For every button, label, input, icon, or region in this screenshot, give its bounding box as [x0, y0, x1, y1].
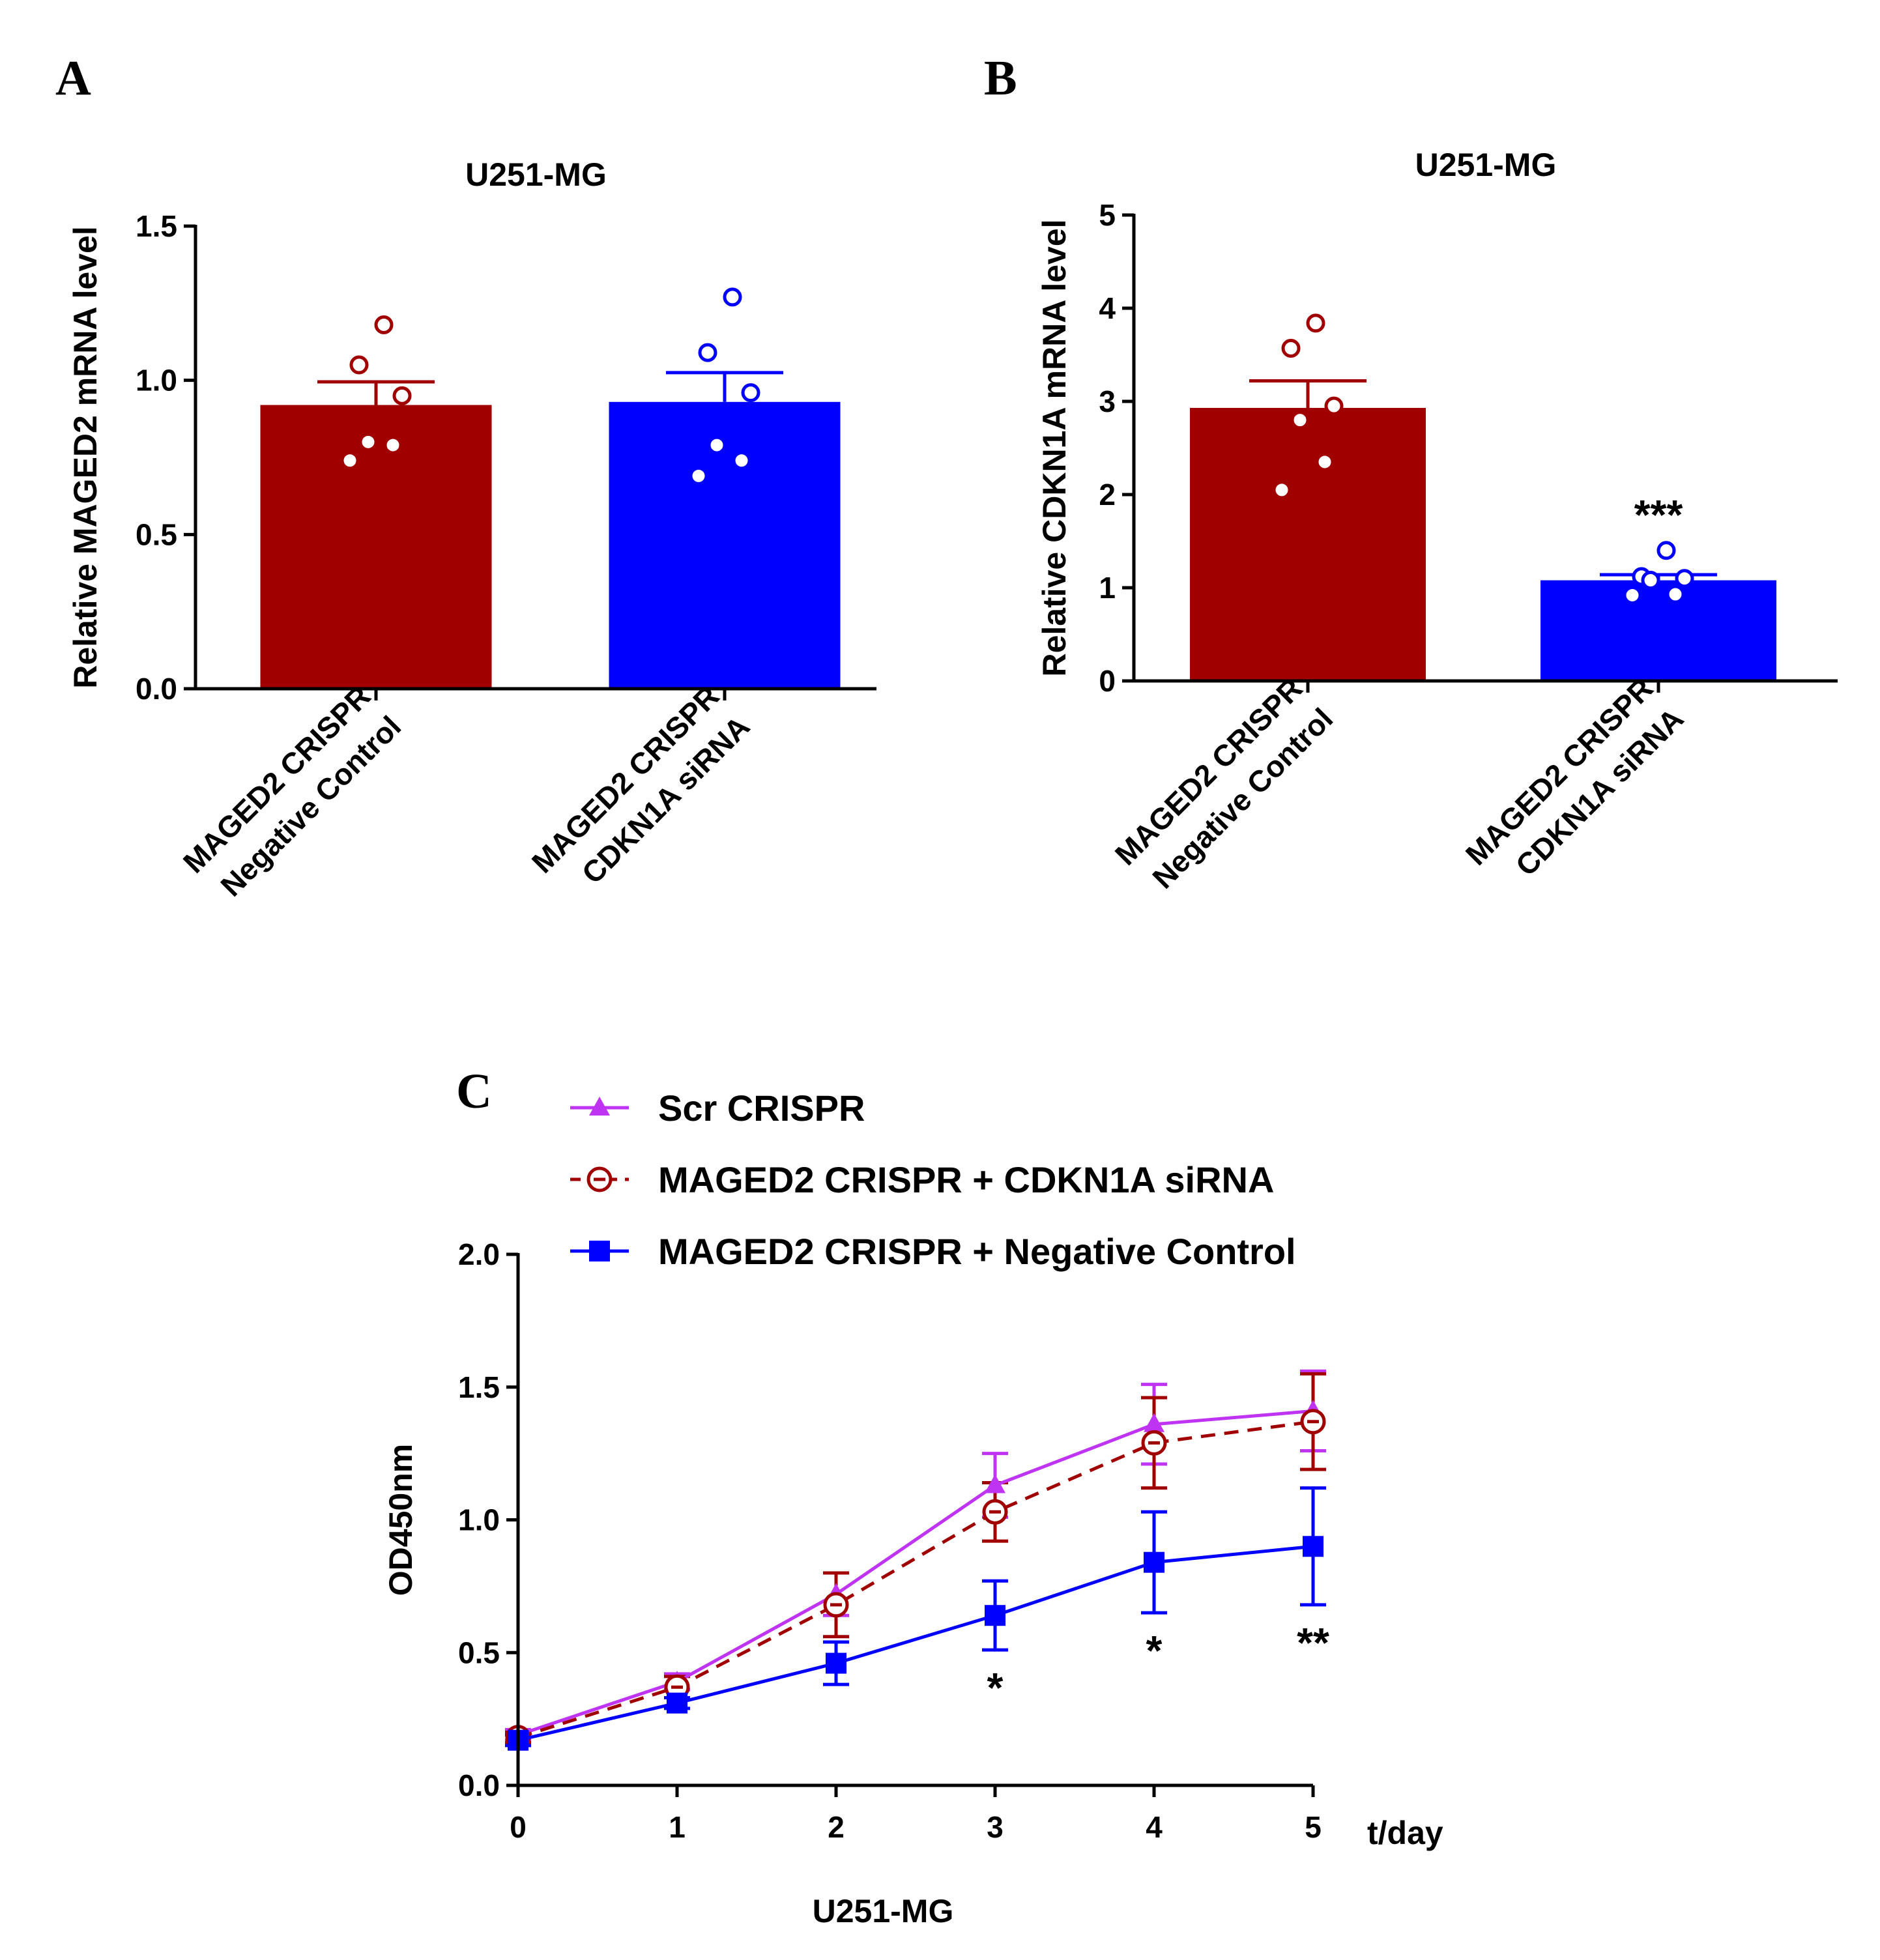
chart-c-series-3-point [1144, 1551, 1164, 1573]
chart-b-data-point [1306, 313, 1325, 333]
chart-c-x-tick-label: 4 [1146, 1810, 1163, 1844]
chart-c-series-2-point [1300, 1409, 1326, 1435]
legend-label: Scr CRISPR [658, 1088, 865, 1129]
chart-a: U251-MG Relative MAGED2 mRNA level 0.0 0.5 1… [67, 156, 876, 903]
chart-b-y-tick-label: 2 [1099, 478, 1116, 512]
chart-a-y-tick-label: 0.5 [136, 517, 177, 551]
chart-a-y-tick-label: 1.0 [136, 364, 177, 397]
chart-b-bar-1 [1190, 408, 1426, 681]
chart-a-data-point [689, 466, 708, 485]
chart-c-series-1-point [985, 1474, 1005, 1493]
chart-b-y-tick-label: 1 [1099, 571, 1116, 605]
chart-a-y-tick-label: 1.5 [136, 209, 177, 243]
chart-a-data-point [732, 451, 751, 470]
chart-a-y-tick-label: 0.0 [136, 672, 177, 706]
chart-a-error-bar-1 [317, 380, 435, 405]
chart-c-series-3-point [667, 1692, 687, 1714]
chart-b-y-tick-label: 3 [1099, 384, 1116, 418]
chart-c-y-tick-label: 0.5 [458, 1636, 500, 1669]
chart-c-series-line-1 [517, 1409, 1314, 1737]
chart-c-significance-label: ** [1297, 1619, 1329, 1666]
chart-b-data-point [1666, 584, 1685, 604]
chart-a-data-point [698, 343, 717, 362]
chart-a-data-point [741, 383, 760, 403]
chart-b-title: U251-MG [1415, 147, 1557, 183]
chart-c-significance-label: * [1146, 1627, 1163, 1674]
chart-c-series-1-point [1144, 1413, 1164, 1432]
chart-c-y-axis-label: OD450nm [383, 1444, 419, 1596]
chart-c-x-tick-label: 3 [987, 1810, 1004, 1844]
chart-b: U251-MG Relative CDKN1A mRNA level *** 0 1 2 3… [1036, 147, 1838, 895]
panel-letter-c: C [456, 1064, 492, 1119]
chart-c-x-axis-label: U251-MG [813, 1893, 954, 1929]
chart-a-data-point [374, 315, 394, 334]
legend-label: MAGED2 CRISPR + CDKN1A siRNA [658, 1159, 1274, 1200]
chart-c-series-line-3 [517, 1544, 1314, 1742]
chart-c-y-tick-label: 1.0 [458, 1503, 500, 1537]
chart-c-series-line-2 [517, 1420, 1314, 1740]
chart-b-significance-label: *** [1634, 491, 1683, 538]
chart-a-y-axis-label: Relative MAGED2 mRNA level [67, 226, 104, 689]
chart-a-data-point [358, 432, 378, 452]
chart-b-data-point [1315, 452, 1335, 472]
chart-b-y-axis-label: Relative CDKN1A mRNA level [1036, 219, 1073, 676]
panel-letter-b: B [984, 51, 1017, 106]
panel-letter-a: A [55, 51, 91, 106]
chart-c-significance-label: * [987, 1664, 1004, 1711]
chart-a-data-point [707, 435, 727, 455]
chart-b-y-tick-label: 0 [1099, 664, 1116, 698]
chart-b-data-point [1641, 571, 1660, 590]
chart-b-data-point [1272, 480, 1292, 500]
chart-c-series-3-point [985, 1605, 1005, 1626]
chart-b-data-point [1324, 396, 1344, 416]
chart-c-series-3-point [826, 1652, 846, 1674]
chart-a-bar-1 [260, 405, 492, 689]
chart-c-legend-item-2: MAGED2 CRISPR + CDKN1A siRNA [570, 1159, 1274, 1200]
legend-swatch-marker [589, 1097, 610, 1116]
legend-swatch-marker [589, 1241, 610, 1261]
chart-c-series-2-point [1141, 1430, 1167, 1456]
chart-b-data-point [1290, 411, 1310, 430]
chart-b-y-tick-label: 5 [1099, 198, 1116, 232]
chart-c-y-tick-label: 2.0 [458, 1237, 500, 1271]
chart-c-series-2-point [982, 1499, 1008, 1525]
legend-swatch-marker [586, 1166, 613, 1192]
chart-b-data-point [1656, 541, 1676, 560]
chart-b-data-point [1281, 338, 1301, 358]
chart-a-data-point [392, 386, 412, 405]
chart-a-data-point [340, 451, 360, 470]
chart-a-data-point [723, 287, 742, 307]
chart-c-y-tick-label: 0.0 [458, 1768, 500, 1802]
chart-c-x-tick-label: 0 [510, 1810, 527, 1844]
chart-c-x-tick-label: 5 [1305, 1810, 1322, 1844]
chart-a-data-point [383, 435, 403, 455]
chart-a-title: U251-MG [465, 156, 607, 193]
chart-b-error-bar-1 [1249, 379, 1367, 409]
chart-b-bar-2 [1540, 580, 1776, 681]
chart-c-series-2-point [823, 1592, 849, 1618]
chart-c-x-unit-label: t/day [1367, 1815, 1443, 1851]
chart-c-legend-item-1: Scr CRISPR [570, 1088, 865, 1129]
chart-b-data-point [1623, 585, 1642, 605]
legend-label: MAGED2 CRISPR + Negative Control [658, 1231, 1296, 1272]
chart-b-data-point [1675, 569, 1694, 588]
chart-a-error-bar-2 [666, 371, 783, 402]
chart-c-legend-item-3: MAGED2 CRISPR + Negative Control [570, 1231, 1296, 1272]
chart-c-x-tick-label: 2 [828, 1810, 845, 1844]
chart-b-y-tick-label: 4 [1099, 291, 1116, 325]
chart-c-y-tick-label: 1.5 [458, 1370, 500, 1404]
chart-c-series-3-point [1303, 1536, 1323, 1557]
chart-a-data-point [349, 355, 369, 375]
chart-c-x-tick-label: 1 [669, 1810, 686, 1844]
